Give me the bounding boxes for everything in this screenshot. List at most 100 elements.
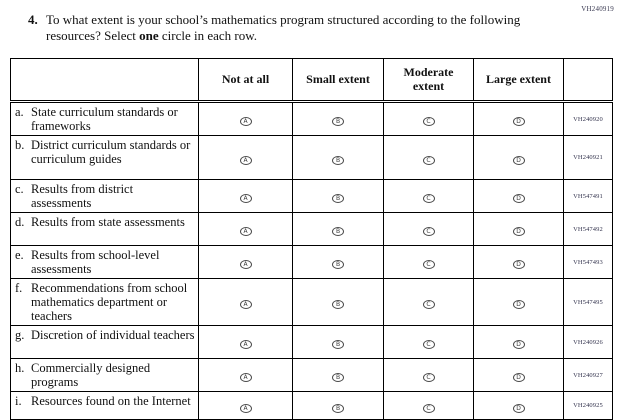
- row-label-cell: c. Results from district assessments: [10, 179, 199, 213]
- table-row: b. District curriculum standards or curri…: [10, 135, 613, 180]
- option-circle-c[interactable]: C: [422, 117, 435, 126]
- row-letter: d.: [15, 215, 25, 229]
- option-circle-a[interactable]: A: [239, 260, 252, 269]
- option-circle-d[interactable]: D: [512, 117, 525, 126]
- header-small-extent: Small extent: [292, 58, 384, 103]
- option-circle-c[interactable]: C: [422, 260, 435, 269]
- option-cell: A: [198, 179, 293, 213]
- question-block: 4. To what extent is your school’s mathe…: [28, 12, 568, 45]
- row-accession-code: VH547493: [563, 245, 613, 279]
- row-letter: f.: [15, 281, 23, 295]
- option-cell: A: [198, 212, 293, 246]
- row-label-cell: b. District curriculum standards or curri…: [10, 135, 199, 180]
- row-accession-code: VH240926: [563, 325, 613, 359]
- option-cell: C: [383, 179, 474, 213]
- option-circle-b[interactable]: B: [332, 340, 344, 349]
- option-cell: C: [383, 391, 474, 420]
- option-cell: B: [292, 325, 384, 359]
- row-label-cell: g. Discretion of individual teachers: [10, 325, 199, 359]
- option-circle-a[interactable]: A: [239, 373, 252, 382]
- option-cell: B: [292, 245, 384, 279]
- option-cell: C: [383, 245, 474, 279]
- option-cell: A: [198, 245, 293, 279]
- table-row: f. Recommendations from school mathematic…: [10, 278, 613, 326]
- option-cell: D: [473, 325, 564, 359]
- option-circle-c[interactable]: C: [422, 300, 435, 309]
- option-circle-d[interactable]: D: [512, 155, 525, 165]
- question-text: To what extent is your school’s mathemat…: [46, 12, 551, 45]
- option-circle-c[interactable]: C: [422, 373, 435, 382]
- table-row: e. Results from school-level assessments A…: [10, 245, 613, 279]
- question-number: 4.: [28, 12, 38, 27]
- option-circle-d[interactable]: D: [512, 227, 525, 236]
- option-circle-c[interactable]: C: [422, 194, 435, 203]
- option-cell: D: [473, 245, 564, 279]
- row-accession-code: VH240925: [563, 391, 613, 420]
- option-circle-c[interactable]: C: [422, 227, 435, 236]
- option-circle-b[interactable]: B: [332, 300, 344, 309]
- row-label-cell: e. Results from school-level assessments: [10, 245, 199, 279]
- row-label: State curriculum standards or frameworks: [31, 105, 178, 133]
- option-circle-a[interactable]: A: [239, 117, 252, 126]
- table-row: d. Results from state assessments A B C D VH54…: [10, 212, 613, 246]
- option-circle-b[interactable]: B: [332, 403, 344, 413]
- row-label: Resources found on the Internet: [31, 394, 191, 408]
- option-cell: D: [473, 358, 564, 392]
- header-row: Not at all Small extent Moderate extent …: [10, 58, 613, 103]
- option-cell: D: [473, 135, 564, 180]
- option-circle-d[interactable]: D: [512, 403, 525, 413]
- option-circle-a[interactable]: A: [239, 300, 252, 309]
- option-circle-c[interactable]: C: [422, 340, 435, 349]
- row-label-cell: a. State curriculum standards or framewor…: [10, 101, 199, 136]
- question-text-bold: one: [139, 28, 159, 44]
- row-accession-code: VH547495: [563, 278, 613, 326]
- option-cell: D: [473, 179, 564, 213]
- option-cell: B: [292, 278, 384, 326]
- option-circle-c[interactable]: C: [422, 403, 435, 413]
- table-row: i. Resources found on the Internet A B C D VH2…: [10, 391, 613, 420]
- option-circle-d[interactable]: D: [512, 373, 525, 382]
- option-circle-b[interactable]: B: [332, 260, 344, 269]
- option-cell: C: [383, 325, 474, 359]
- header-not-at-all: Not at all: [198, 58, 293, 103]
- option-cell: C: [383, 358, 474, 392]
- row-accession-code: VH240927: [563, 358, 613, 392]
- header-moderate-extent: Moderate extent: [383, 58, 474, 103]
- option-cell: D: [473, 101, 564, 136]
- row-letter: g.: [15, 328, 25, 342]
- row-letter: a.: [15, 105, 24, 119]
- option-circle-d[interactable]: D: [512, 340, 525, 349]
- option-circle-d[interactable]: D: [512, 194, 525, 203]
- option-circle-a[interactable]: A: [239, 340, 252, 349]
- table-row: c. Results from district assessments A B C D V…: [10, 179, 613, 213]
- option-circle-c[interactable]: C: [422, 155, 435, 165]
- option-circle-a[interactable]: A: [239, 194, 252, 203]
- option-circle-b[interactable]: B: [332, 194, 344, 203]
- header-large-extent: Large extent: [473, 58, 564, 103]
- option-circle-d[interactable]: D: [512, 300, 525, 309]
- row-letter: e.: [15, 248, 24, 262]
- option-circle-b[interactable]: B: [332, 227, 344, 236]
- row-accession-code: VH547492: [563, 212, 613, 246]
- option-circle-d[interactable]: D: [512, 260, 525, 269]
- header-empty-cell: [10, 58, 199, 103]
- option-circle-a[interactable]: A: [239, 155, 252, 165]
- question-text-pre: To what extent is your school’s mathemat…: [46, 12, 521, 44]
- row-label: Results from state assessments: [31, 215, 185, 229]
- option-cell: C: [383, 135, 474, 180]
- header-code-cell: [563, 58, 613, 103]
- row-accession-code: VH240920: [563, 101, 613, 136]
- option-circle-b[interactable]: B: [332, 117, 344, 126]
- option-circle-b[interactable]: B: [332, 155, 344, 165]
- row-letter: c.: [15, 182, 24, 196]
- option-cell: B: [292, 358, 384, 392]
- row-label-cell: i. Resources found on the Internet: [10, 391, 199, 420]
- option-cell: C: [383, 212, 474, 246]
- option-cell: B: [292, 212, 384, 246]
- table-row: h. Commercially designed programs A B C D VH24…: [10, 358, 613, 392]
- option-circle-b[interactable]: B: [332, 373, 344, 382]
- option-circle-a[interactable]: A: [239, 227, 252, 236]
- option-cell: B: [292, 135, 384, 180]
- row-accession-code: VH240921: [563, 135, 613, 180]
- option-circle-a[interactable]: A: [239, 403, 252, 413]
